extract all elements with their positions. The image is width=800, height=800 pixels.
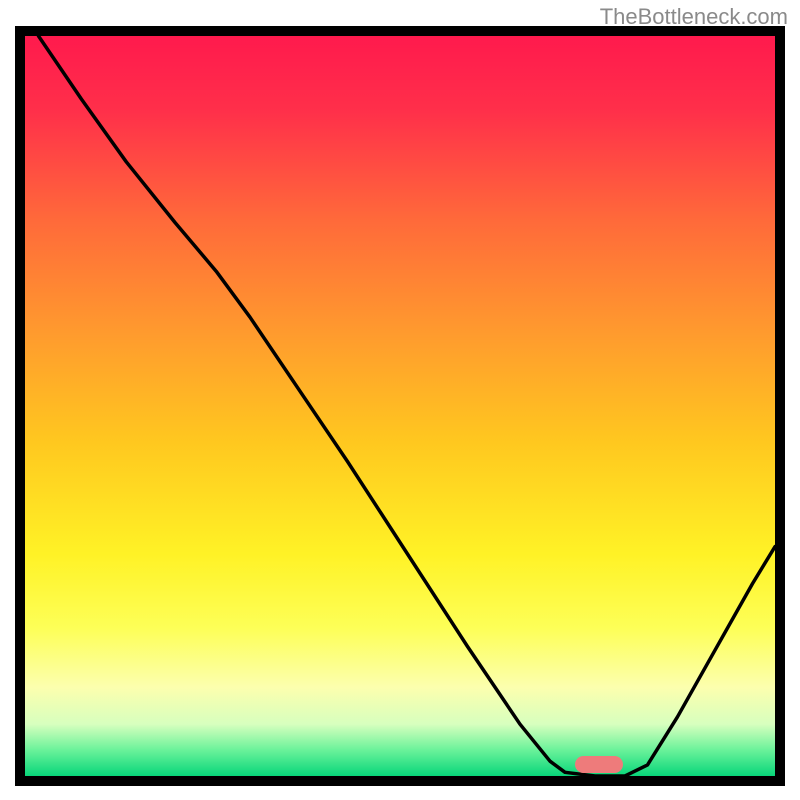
optimal-marker xyxy=(575,756,623,773)
plot-area xyxy=(25,36,775,776)
bottleneck-curve xyxy=(25,36,775,776)
plot-frame xyxy=(15,26,785,786)
watermark-text: TheBottleneck.com xyxy=(600,4,788,30)
